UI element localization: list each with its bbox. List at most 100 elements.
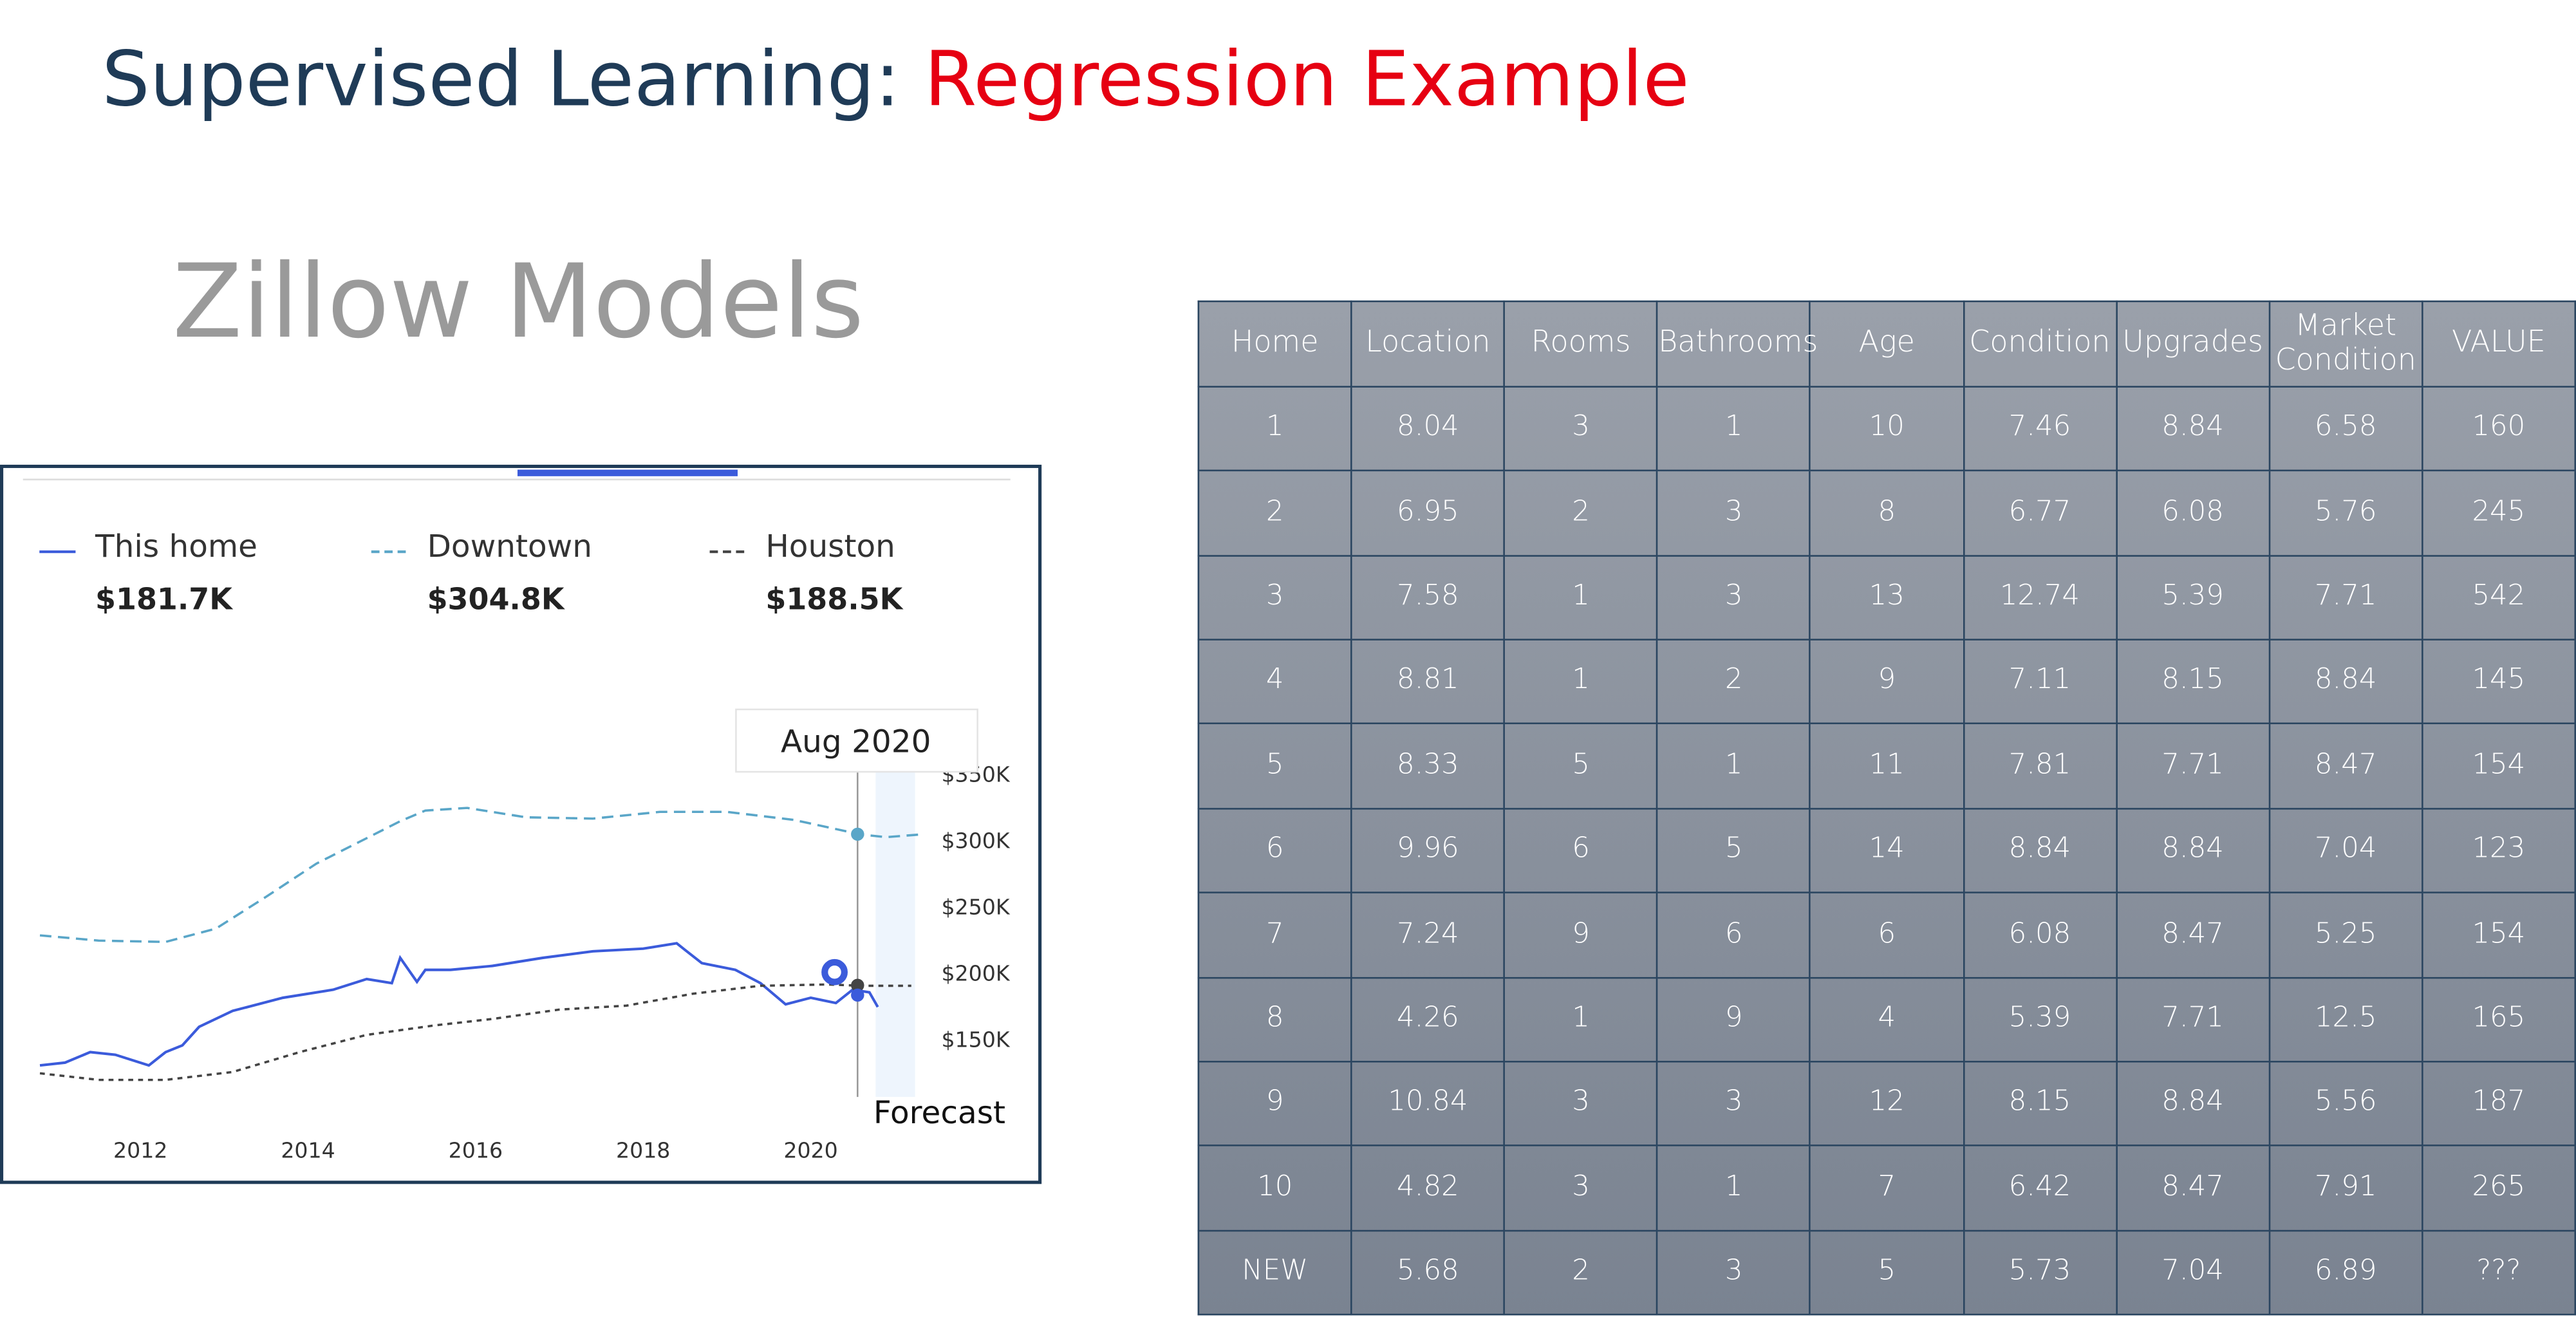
table-cell: 11 bbox=[1809, 723, 1965, 810]
table-cell: 13 bbox=[1809, 554, 1965, 641]
table-cell: 3 bbox=[1197, 554, 1352, 641]
table-cell: 1 bbox=[1503, 554, 1659, 641]
table-cell: 3 bbox=[1656, 1060, 1811, 1147]
table-cell: 3 bbox=[1656, 554, 1811, 641]
table-cell: 8.33 bbox=[1350, 723, 1506, 810]
table-cell: 2 bbox=[1197, 470, 1352, 557]
table-cell: 6 bbox=[1197, 807, 1352, 894]
table-cell: 9 bbox=[1503, 892, 1659, 978]
table-cell: 6 bbox=[1809, 892, 1965, 978]
chart-frame bbox=[0, 464, 1042, 1184]
title-text: Supervised Learning: bbox=[102, 35, 900, 123]
table-cell: 7.58 bbox=[1350, 554, 1506, 641]
table-cell: 5 bbox=[1197, 723, 1352, 810]
table-cell: 6.77 bbox=[1962, 470, 2118, 557]
table-row: 1 8.04 3 1 10 7.46 8.84 6.58 160 bbox=[1197, 386, 2576, 472]
table-cell: 9.96 bbox=[1350, 807, 1506, 894]
table-cell: 5 bbox=[1809, 1229, 1965, 1316]
header-row: Home Location Rooms Bathrooms Age Condition Up… bbox=[1197, 300, 2576, 388]
table-cell: 5.39 bbox=[2115, 554, 2270, 641]
tooltip-text: Aug 2020 bbox=[781, 724, 931, 760]
table-cell: 7.71 bbox=[2115, 723, 2270, 810]
header-cell: Home bbox=[1197, 300, 1352, 388]
table-cell: 8.04 bbox=[1350, 386, 1506, 472]
x-tick-label: 2012 bbox=[113, 1138, 167, 1163]
table-cell: 7 bbox=[1809, 1144, 1965, 1231]
table-cell: 7.81 bbox=[1962, 723, 2118, 810]
table-cell: 8.47 bbox=[2115, 1144, 2270, 1231]
home-marker bbox=[821, 958, 848, 985]
header-cell: Condition bbox=[1962, 300, 2118, 388]
legend-label: Downtown bbox=[427, 528, 592, 565]
series-line bbox=[39, 942, 879, 1067]
table-cell: 3 bbox=[1503, 1144, 1659, 1231]
table-cell: 154 bbox=[2421, 723, 2576, 810]
table-cell: NEW bbox=[1197, 1229, 1352, 1316]
table-cell: 8.15 bbox=[2115, 639, 2270, 725]
table-cell: 9 bbox=[1809, 639, 1965, 725]
table-row: 8 4.26 1 9 4 5.39 7.71 12.5 165 bbox=[1197, 976, 2576, 1063]
table-cell: 2 bbox=[1503, 470, 1659, 557]
table-cell: 7 bbox=[1197, 892, 1352, 978]
table-cell: 1 bbox=[1656, 723, 1811, 810]
table-cell: 187 bbox=[2421, 1060, 2576, 1147]
table-cell: 8.84 bbox=[2115, 807, 2270, 894]
table-cell: 8.47 bbox=[2115, 892, 2270, 978]
table-cell: 12 bbox=[1809, 1060, 1965, 1147]
header-cell: VALUE bbox=[2421, 300, 2576, 388]
table-cell: 542 bbox=[2421, 554, 2576, 641]
table-cell: 1 bbox=[1503, 639, 1659, 725]
hover-dot bbox=[851, 827, 864, 841]
table-cell: 145 bbox=[2421, 639, 2576, 725]
table-cell: 6.08 bbox=[2115, 470, 2270, 557]
table-cell: 2 bbox=[1503, 1229, 1659, 1316]
table-cell: 6 bbox=[1656, 892, 1811, 978]
legend-label: Houston bbox=[765, 528, 895, 565]
table-cell: 10.84 bbox=[1350, 1060, 1506, 1147]
table-cell: 1 bbox=[1197, 386, 1352, 472]
table-cell: 1 bbox=[1656, 386, 1811, 472]
table-cell: 6 bbox=[1503, 807, 1659, 894]
table-cell: 7.71 bbox=[2268, 554, 2423, 641]
table-cell: 245 bbox=[2421, 470, 2576, 557]
table-cell: 8.84 bbox=[2115, 386, 2270, 472]
series-line bbox=[39, 807, 920, 944]
data-table: Home Location Rooms Bathrooms Age Condition Up… bbox=[1197, 300, 2576, 1316]
table-cell: 4 bbox=[1809, 976, 1965, 1063]
table-cell: 3 bbox=[1656, 470, 1811, 557]
y-tick-label: $200K bbox=[941, 961, 1010, 986]
table-cell: 9 bbox=[1656, 976, 1811, 1063]
x-tick-label: 2020 bbox=[783, 1138, 837, 1163]
table-cell: 5.25 bbox=[2268, 892, 2423, 978]
title-highlight: Regression Example bbox=[924, 35, 1690, 123]
table-cell: 7.71 bbox=[2115, 976, 2270, 1063]
table-cell: 5 bbox=[1503, 723, 1659, 810]
table-cell: 12.5 bbox=[2268, 976, 2423, 1063]
x-tick-label: 2016 bbox=[449, 1138, 503, 1163]
table-cell: 5.76 bbox=[2268, 470, 2423, 557]
table-cell: 8 bbox=[1809, 470, 1965, 557]
legend-value: $304.8K bbox=[427, 581, 565, 616]
table-cell: 8 bbox=[1197, 976, 1352, 1063]
table-row: 5 8.33 5 1 11 7.81 7.71 8.47 154 bbox=[1197, 723, 2576, 810]
table-cell: 265 bbox=[2421, 1144, 2576, 1231]
table-cell: 14 bbox=[1809, 807, 1965, 894]
table-row: NEW 5.68 2 3 5 5.73 7.04 6.89??? bbox=[1197, 1229, 2576, 1316]
table-cell: 6.42 bbox=[1962, 1144, 2118, 1231]
header-cell: Location bbox=[1350, 300, 1506, 388]
header-cell: Rooms bbox=[1503, 300, 1659, 388]
forecast-band bbox=[875, 772, 915, 1098]
table-cell: 8.15 bbox=[1962, 1060, 2118, 1147]
header-cell: Age bbox=[1809, 300, 1965, 388]
table-row: 9 10.84 3 3 12 8.15 8.84 5.56 187 bbox=[1197, 1060, 2576, 1147]
table-cell: 2 bbox=[1656, 639, 1811, 725]
legend-value: $188.5K bbox=[765, 581, 903, 616]
table-row: 7 7.24 9 6 6 6.08 8.47 5.25 154 bbox=[1197, 892, 2576, 978]
active-tab bbox=[517, 469, 738, 476]
table-cell: 9 bbox=[1197, 1060, 1352, 1147]
x-tick-label: 2014 bbox=[281, 1138, 335, 1163]
table-cell: 1 bbox=[1656, 1144, 1811, 1231]
table-cell: 3 bbox=[1503, 1060, 1659, 1147]
y-tick-label: $300K bbox=[941, 828, 1010, 853]
